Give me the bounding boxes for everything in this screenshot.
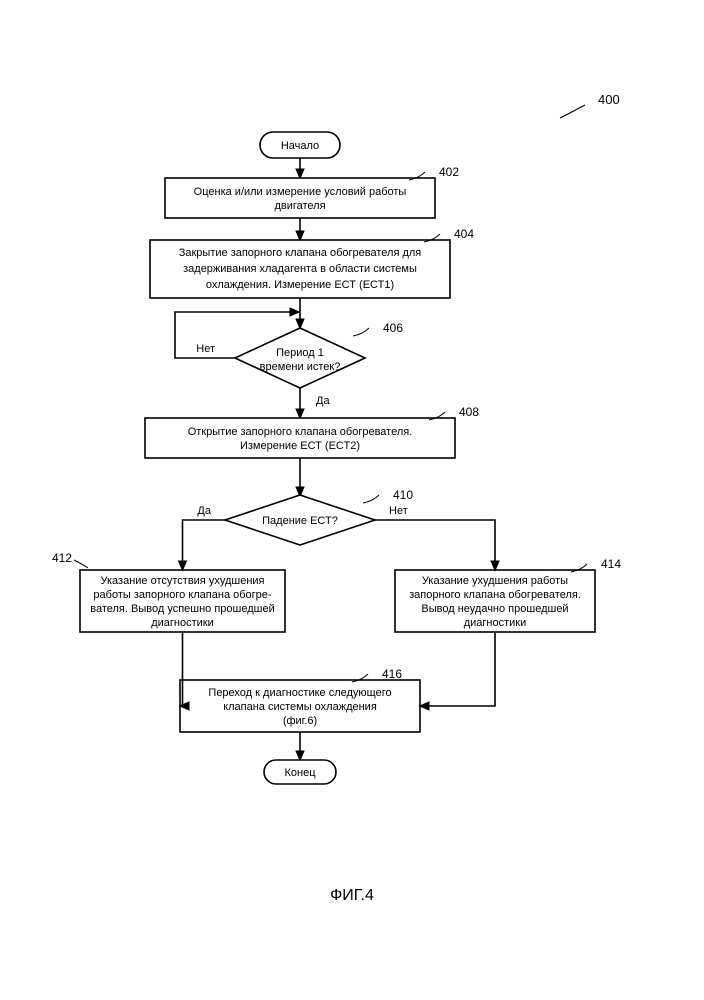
svg-text:408: 408 [459, 405, 479, 419]
svg-text:414: 414 [601, 557, 621, 571]
svg-text:410: 410 [393, 488, 413, 502]
svg-text:Измерение ЕСТ (ЕСТ2): Измерение ЕСТ (ЕСТ2) [240, 440, 360, 452]
svg-text:Да: Да [316, 395, 330, 407]
svg-text:404: 404 [454, 227, 474, 241]
svg-text:406: 406 [383, 321, 403, 335]
svg-text:Переход к диагностике следующе: Переход к диагностике следующего [208, 687, 391, 699]
svg-text:ФИГ.4: ФИГ.4 [330, 887, 374, 904]
svg-text:Да: Да [197, 505, 211, 517]
svg-text:412: 412 [52, 551, 72, 565]
svg-text:Нет: Нет [389, 505, 408, 517]
svg-text:Начало: Начало [281, 140, 319, 152]
svg-text:работы запорного клапана обогр: работы запорного клапана обогре- [93, 589, 271, 601]
svg-text:Оценка и/или измерение условий: Оценка и/или измерение условий работы [194, 186, 407, 198]
svg-text:416: 416 [382, 667, 402, 681]
svg-text:Период 1: Период 1 [276, 347, 324, 359]
svg-text:времени истек?: времени истек? [260, 361, 341, 373]
svg-text:двигателя: двигателя [274, 200, 325, 212]
svg-text:Открытие запорного клапана обо: Открытие запорного клапана обогревателя. [188, 426, 413, 438]
svg-text:Нет: Нет [196, 343, 215, 355]
svg-text:402: 402 [439, 165, 459, 179]
svg-text:Указание ухудшения работы: Указание ухудшения работы [422, 575, 568, 587]
svg-text:диагностики: диагностики [464, 617, 527, 629]
svg-text:вателя. Вывод успешно прошедше: вателя. Вывод успешно прошедшей [90, 603, 275, 615]
svg-text:Падение ЕСТ?: Падение ЕСТ? [262, 515, 338, 527]
svg-text:запорного клапана обогревателя: запорного клапана обогревателя. [409, 589, 581, 601]
svg-text:охлаждения. Измерение ЕСТ (ЕСТ: охлаждения. Измерение ЕСТ (ЕСТ1) [206, 279, 394, 291]
svg-text:Конец: Конец [284, 767, 316, 779]
svg-text:(фиг.6): (фиг.6) [283, 715, 317, 727]
svg-text:Указание отсутствия ухудшения: Указание отсутствия ухудшения [100, 575, 264, 587]
svg-text:400: 400 [598, 92, 620, 107]
svg-text:задерживания хладагента в обла: задерживания хладагента в области систем… [183, 263, 417, 275]
svg-text:клапана системы охлаждения: клапана системы охлаждения [223, 701, 377, 713]
svg-text:Вывод неудачно прошедшей: Вывод неудачно прошедшей [421, 603, 568, 615]
svg-text:диагностики: диагностики [151, 617, 214, 629]
svg-text:Закрытие запорного клапана обо: Закрытие запорного клапана обогревателя … [179, 247, 422, 259]
